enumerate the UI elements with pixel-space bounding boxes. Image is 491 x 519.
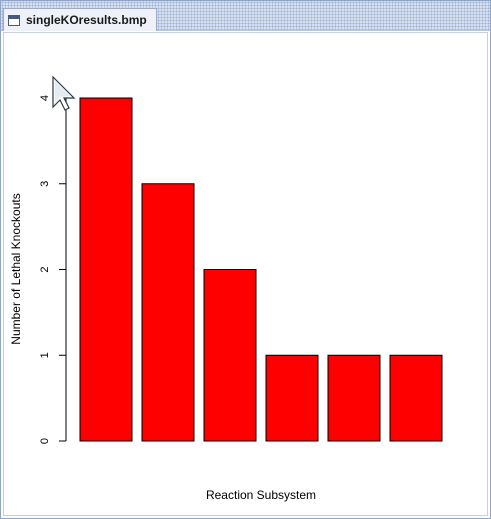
y-tick-label: 0 [39,438,51,444]
mouse-pointer-icon [52,76,76,111]
bar-5 [327,354,381,442]
y-tick-label: 1 [39,352,51,358]
y-tick-label: 4 [39,95,51,101]
y-axis-label: Number of Lethal Knockouts [9,193,23,344]
y-tick-label: 3 [39,181,51,187]
bar-6 [389,354,443,442]
y-axis-ticks: 0 1 2 3 4 [39,95,66,444]
window-titlebar[interactable]: singleKOresults.bmp [1,1,490,31]
bar-3 [203,269,257,442]
window-title: singleKOresults.bmp [26,13,147,27]
y-tick-label: 2 [39,266,51,272]
x-axis-label: Reaction Subsystem [206,488,316,502]
window-icon [8,14,20,26]
bar-1 [79,97,133,442]
window-tab[interactable]: singleKOresults.bmp [3,8,157,31]
bar-4 [265,354,319,442]
bars [79,97,443,442]
bar-2 [141,183,195,442]
